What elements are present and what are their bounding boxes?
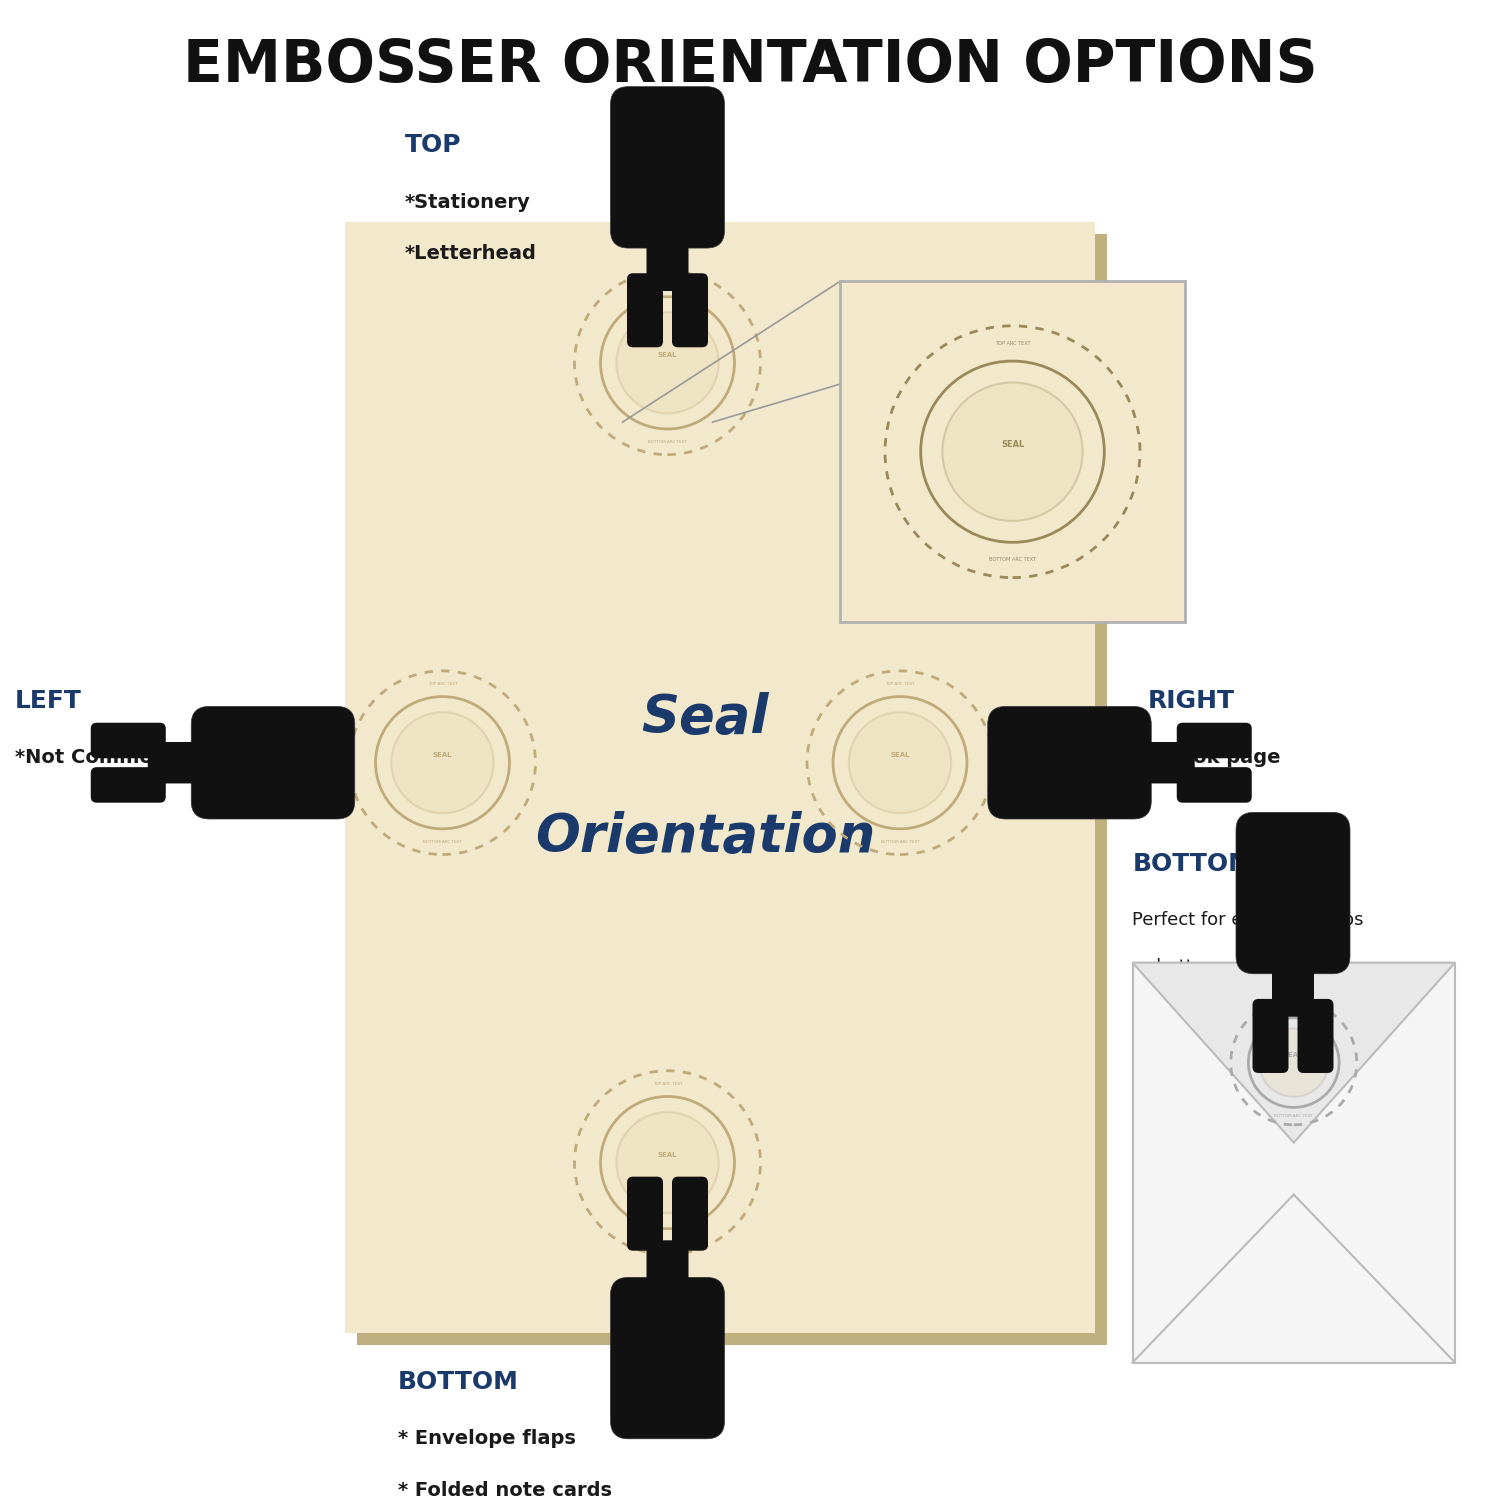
Text: RIGHT: RIGHT — [1148, 688, 1234, 712]
FancyBboxPatch shape — [840, 282, 1185, 622]
Circle shape — [1258, 1029, 1329, 1096]
Text: *Stationery: *Stationery — [405, 192, 531, 211]
Text: SEAL: SEAL — [891, 753, 909, 759]
Text: TOP ARC TEXT: TOP ARC TEXT — [427, 681, 458, 686]
Text: TOP ARC TEXT: TOP ARC TEXT — [1280, 1007, 1308, 1011]
FancyBboxPatch shape — [1122, 742, 1194, 783]
Text: Orientation: Orientation — [536, 812, 874, 862]
FancyBboxPatch shape — [627, 273, 663, 348]
Text: *Letterhead: *Letterhead — [405, 244, 537, 264]
Text: *Not Common: *Not Common — [15, 748, 166, 766]
Text: SEAL: SEAL — [1284, 1052, 1304, 1058]
FancyBboxPatch shape — [646, 1240, 688, 1305]
FancyBboxPatch shape — [987, 706, 1152, 819]
Text: Perfect for envelope flaps: Perfect for envelope flaps — [1132, 910, 1364, 928]
Text: TOP ARC TEXT: TOP ARC TEXT — [994, 340, 1030, 346]
Text: SEAL: SEAL — [1000, 440, 1024, 448]
Circle shape — [616, 1112, 718, 1214]
Text: BOTTOM: BOTTOM — [1132, 852, 1254, 876]
Text: SEAL: SEAL — [657, 352, 678, 358]
Text: BOTTOM ARC TEXT: BOTTOM ARC TEXT — [880, 840, 920, 843]
Text: * Book page: * Book page — [1148, 748, 1280, 766]
Text: BOTTOM: BOTTOM — [398, 1370, 519, 1394]
FancyBboxPatch shape — [672, 273, 708, 348]
FancyBboxPatch shape — [672, 1176, 708, 1251]
FancyBboxPatch shape — [345, 222, 1095, 1334]
FancyBboxPatch shape — [1176, 723, 1251, 759]
Text: BOTTOM ARC TEXT: BOTTOM ARC TEXT — [648, 1239, 687, 1244]
Polygon shape — [1132, 963, 1455, 1143]
FancyBboxPatch shape — [1252, 999, 1288, 1072]
FancyBboxPatch shape — [610, 87, 724, 248]
FancyBboxPatch shape — [192, 706, 354, 819]
FancyBboxPatch shape — [627, 1176, 663, 1251]
Circle shape — [849, 712, 951, 813]
Circle shape — [942, 382, 1083, 520]
Text: TOP: TOP — [405, 134, 462, 158]
FancyBboxPatch shape — [1236, 813, 1350, 974]
FancyBboxPatch shape — [610, 1278, 724, 1438]
Text: * Envelope flaps: * Envelope flaps — [398, 1430, 576, 1448]
FancyBboxPatch shape — [646, 220, 688, 291]
Text: * Folded note cards: * Folded note cards — [398, 1480, 612, 1500]
FancyBboxPatch shape — [1298, 999, 1334, 1072]
Text: SEAL: SEAL — [657, 1152, 678, 1158]
Text: BOTTOM ARC TEXT: BOTTOM ARC TEXT — [423, 840, 462, 843]
Text: TOP ARC TEXT: TOP ARC TEXT — [652, 1082, 682, 1086]
Text: TOP ARC TEXT: TOP ARC TEXT — [652, 282, 682, 286]
FancyBboxPatch shape — [1272, 945, 1314, 1017]
FancyBboxPatch shape — [92, 723, 166, 759]
Text: LEFT: LEFT — [15, 688, 82, 712]
Text: Seal: Seal — [642, 693, 768, 744]
Text: EMBOSSER ORIENTATION OPTIONS: EMBOSSER ORIENTATION OPTIONS — [183, 38, 1317, 94]
FancyBboxPatch shape — [357, 234, 1107, 1344]
Circle shape — [392, 712, 494, 813]
Text: TOP ARC TEXT: TOP ARC TEXT — [885, 681, 915, 686]
FancyBboxPatch shape — [1132, 963, 1455, 1362]
Text: BOTTOM ARC TEXT: BOTTOM ARC TEXT — [988, 558, 1036, 562]
Circle shape — [616, 312, 718, 414]
Text: BOTTOM ARC TEXT: BOTTOM ARC TEXT — [648, 440, 687, 444]
Text: BOTTOM ARC TEXT: BOTTOM ARC TEXT — [1275, 1114, 1312, 1118]
Text: SEAL: SEAL — [432, 753, 453, 759]
FancyBboxPatch shape — [147, 742, 220, 783]
FancyBboxPatch shape — [92, 766, 166, 802]
Text: or bottom of page seals: or bottom of page seals — [1132, 958, 1347, 976]
FancyBboxPatch shape — [1176, 766, 1251, 802]
